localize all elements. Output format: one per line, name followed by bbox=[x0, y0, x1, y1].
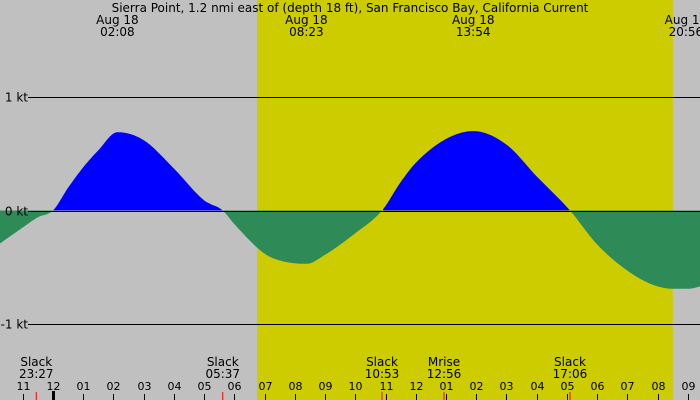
extreme-time-label: 02:08 bbox=[100, 25, 135, 39]
hour-tick-label: 08 bbox=[289, 380, 303, 393]
event-time-label: 10:53 bbox=[365, 367, 400, 381]
event-name-label: Mrise bbox=[428, 355, 460, 369]
hour-tick-label: 06 bbox=[228, 380, 242, 393]
event-labels: Slack23:27Slack05:37Slack10:53Mrise12:56… bbox=[19, 355, 587, 400]
hour-tick-label: 05 bbox=[561, 380, 575, 393]
hour-tick-label: 03 bbox=[500, 380, 514, 393]
hour-tick-label: 02 bbox=[107, 380, 121, 393]
event-time-label: 23:27 bbox=[19, 367, 54, 381]
ebb-area bbox=[570, 210, 700, 289]
event-name-label: Slack bbox=[20, 355, 52, 369]
chart-title: Sierra Point, 1.2 nmi east of (depth 18 … bbox=[112, 1, 589, 15]
hour-tick-label: 06 bbox=[591, 380, 605, 393]
extreme-time-label: 08:23 bbox=[289, 25, 324, 39]
event-name-label: Slack bbox=[366, 355, 398, 369]
extreme-date-label: Aug 18 bbox=[96, 13, 139, 27]
event-time-label: 12:56 bbox=[427, 367, 462, 381]
hour-tick-label: 10 bbox=[349, 380, 363, 393]
hour-tick-label: 09 bbox=[682, 380, 696, 393]
extreme-time-label: 13:54 bbox=[456, 25, 491, 39]
hour-tick-label: 04 bbox=[531, 380, 545, 393]
hour-tick-label: 12 bbox=[47, 380, 61, 393]
extreme-date-label: Aug 18 bbox=[452, 13, 495, 27]
hour-tick-label: 02 bbox=[470, 380, 484, 393]
event-name-label: Slack bbox=[554, 355, 586, 369]
hour-tick-label: 08 bbox=[652, 380, 666, 393]
y-tick-label: -1 kt bbox=[1, 318, 29, 332]
hour-tick-label: 03 bbox=[138, 380, 152, 393]
y-tick-label: 0 kt bbox=[5, 205, 28, 219]
hour-tick-label: 05 bbox=[198, 380, 212, 393]
speed-gridlines bbox=[28, 97, 700, 325]
hour-tick-label: 07 bbox=[259, 380, 273, 393]
hour-tick-label: 11 bbox=[380, 380, 394, 393]
hour-tick-label: 04 bbox=[168, 380, 182, 393]
ebb-area bbox=[223, 210, 383, 264]
hour-tick-label: 01 bbox=[440, 380, 454, 393]
current-areas bbox=[0, 131, 700, 289]
hour-tick-label: 09 bbox=[319, 380, 333, 393]
y-axis-labels: 1 kt 0 kt -1 kt bbox=[1, 91, 29, 332]
hour-tick-label: 07 bbox=[621, 380, 635, 393]
flood-area bbox=[383, 131, 570, 211]
event-time-label: 17:06 bbox=[553, 367, 588, 381]
hour-tick-label: 11 bbox=[17, 380, 31, 393]
hour-tick-label: 01 bbox=[77, 380, 91, 393]
event-time-label: 05:37 bbox=[205, 367, 240, 381]
event-name-label: Slack bbox=[207, 355, 239, 369]
extreme-time-label: 20:56 bbox=[669, 25, 700, 39]
hour-tick-label: 12 bbox=[410, 380, 424, 393]
extreme-date-label: Aug 18 bbox=[285, 13, 328, 27]
flood-area bbox=[53, 132, 223, 211]
ebb-area bbox=[0, 210, 53, 244]
extreme-date-label: Aug 18 bbox=[665, 13, 700, 27]
hour-axis: 11 12 01 02 03 04 05 06 07 08 09 10 11 12 01 02 03 04 05 06… bbox=[17, 380, 696, 400]
y-tick-label: 1 kt bbox=[5, 91, 28, 105]
